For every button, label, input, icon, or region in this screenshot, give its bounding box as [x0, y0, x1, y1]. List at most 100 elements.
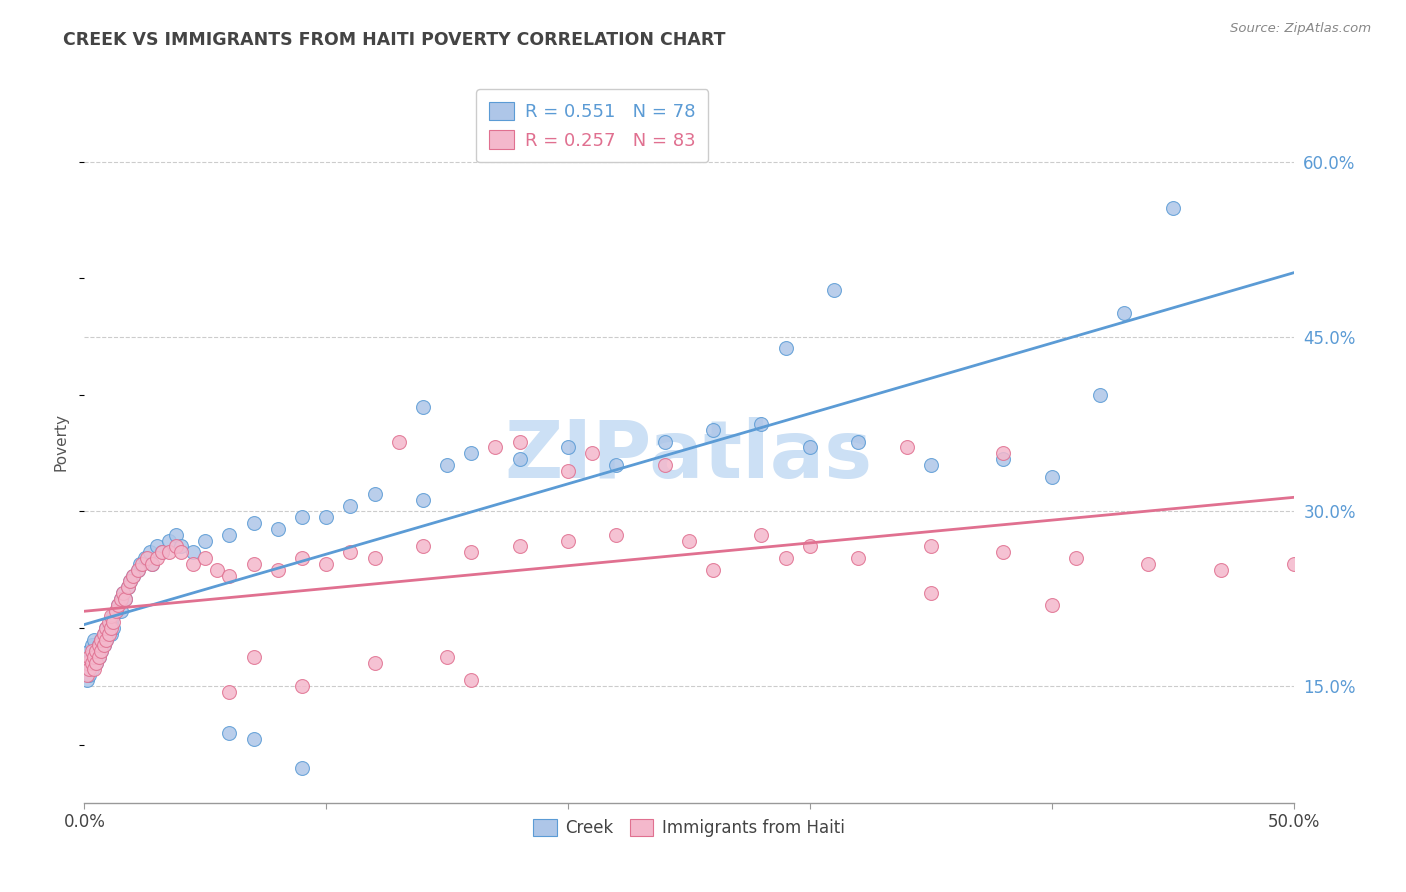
Point [1040, 469, 1063, 483]
Point [110, 591, 132, 606]
Point [993, 446, 1015, 460]
Point [80, 639, 103, 653]
Point [363, 551, 385, 566]
Point [920, 586, 942, 600]
Point [100, 627, 122, 641]
Point [291, 679, 314, 693]
Point [77, 644, 100, 658]
Point [339, 545, 361, 559]
Point [557, 464, 579, 478]
Point [83, 650, 105, 665]
Point [702, 423, 724, 437]
Point [315, 557, 337, 571]
Point [242, 731, 264, 746]
Point [90, 644, 112, 658]
Point [993, 452, 1015, 467]
Point [131, 557, 153, 571]
Point [77, 650, 100, 665]
Point [97, 621, 120, 635]
Point [83, 662, 105, 676]
Point [104, 603, 127, 617]
Point [100, 615, 122, 630]
Point [436, 458, 458, 472]
Point [107, 598, 129, 612]
Point [141, 557, 163, 571]
Point [751, 528, 773, 542]
Point [77, 662, 100, 676]
Point [110, 591, 132, 606]
Point [110, 603, 132, 617]
Point [557, 441, 579, 455]
Point [76, 662, 98, 676]
Point [165, 540, 187, 554]
Point [242, 557, 264, 571]
Point [654, 434, 676, 449]
Point [846, 551, 869, 566]
Point [509, 434, 531, 449]
Text: CREEK VS IMMIGRANTS FROM HAITI POVERTY CORRELATION CHART: CREEK VS IMMIGRANTS FROM HAITI POVERTY C… [63, 31, 725, 49]
Point [127, 563, 149, 577]
Point [218, 685, 240, 699]
Point [412, 540, 434, 554]
Point [993, 545, 1015, 559]
Point [100, 609, 122, 624]
Point [920, 540, 942, 554]
Point [799, 540, 821, 554]
Point [1088, 388, 1111, 402]
Point [775, 551, 797, 566]
Y-axis label: Poverty: Poverty [53, 412, 69, 471]
Point [1137, 557, 1160, 571]
Point [181, 545, 204, 559]
Point [103, 621, 125, 635]
Point [460, 446, 482, 460]
Point [83, 650, 105, 665]
Point [138, 545, 160, 559]
Point [751, 417, 773, 431]
Point [436, 650, 458, 665]
Point [136, 551, 159, 566]
Point [146, 540, 169, 554]
Point [170, 540, 193, 554]
Point [87, 639, 110, 653]
Point [412, 492, 434, 507]
Point [90, 632, 112, 647]
Point [76, 656, 98, 670]
Point [581, 446, 603, 460]
Point [218, 568, 240, 582]
Point [218, 726, 240, 740]
Point [157, 545, 180, 559]
Point [150, 545, 173, 559]
Point [112, 586, 135, 600]
Point [605, 528, 627, 542]
Point [114, 591, 136, 606]
Point [97, 627, 120, 641]
Point [242, 650, 264, 665]
Point [80, 662, 103, 676]
Point [460, 545, 482, 559]
Point [291, 510, 314, 524]
Point [484, 441, 506, 455]
Point [678, 533, 700, 548]
Point [363, 487, 385, 501]
Point [412, 400, 434, 414]
Point [104, 603, 127, 617]
Point [267, 522, 290, 536]
Point [86, 656, 108, 670]
Point [799, 441, 821, 455]
Point [90, 632, 112, 647]
Point [86, 644, 108, 658]
Point [90, 644, 112, 658]
Point [86, 644, 108, 658]
Point [112, 586, 135, 600]
Point [605, 458, 627, 472]
Text: Source: ZipAtlas.com: Source: ZipAtlas.com [1230, 22, 1371, 36]
Point [1114, 306, 1136, 320]
Point [97, 615, 120, 630]
Point [654, 458, 676, 472]
Point [315, 510, 337, 524]
Point [80, 650, 103, 665]
Point [509, 540, 531, 554]
Point [129, 557, 152, 571]
Point [363, 656, 385, 670]
Point [93, 627, 115, 641]
